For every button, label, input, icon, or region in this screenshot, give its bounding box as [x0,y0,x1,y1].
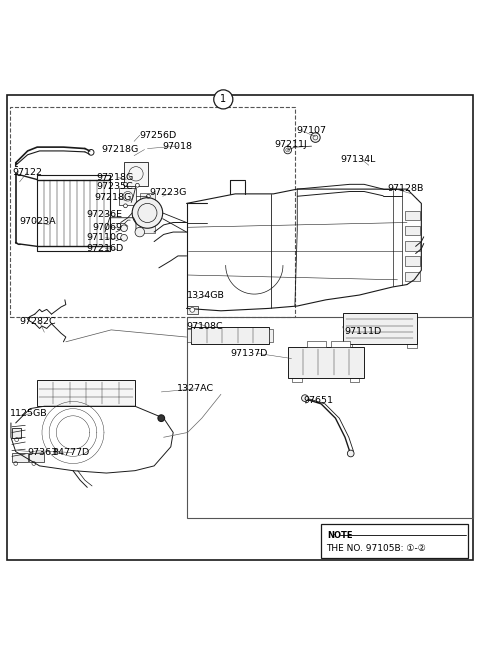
Text: 97122: 97122 [12,168,42,177]
Bar [407,345,417,348]
Bar [331,341,350,346]
Bar [192,327,269,345]
Bar [288,346,364,378]
Text: 97236E: 97236E [86,210,122,219]
Bar [343,313,417,345]
Bar [307,341,326,346]
Text: 1334GB: 1334GB [187,291,225,299]
Text: 97223G: 97223G [149,189,187,197]
Text: 97069: 97069 [92,223,122,232]
Text: 97110C: 97110C [86,233,123,242]
Circle shape [132,198,163,228]
Text: 97134L: 97134L [340,155,375,164]
Circle shape [120,225,127,232]
Text: 97218G: 97218G [95,193,132,202]
Bar [187,317,473,518]
Text: THE NO. 97105B: ①-②: THE NO. 97105B: ①-② [326,544,426,553]
Bar [119,188,136,205]
Bar [140,193,155,200]
Bar [292,378,302,383]
Text: 97216D: 97216D [86,244,123,253]
Text: 84777D: 84777D [52,448,89,457]
Text: 97107: 97107 [296,126,326,136]
Bar [187,329,192,342]
Bar [37,380,135,406]
Text: 97128B: 97128B [387,183,423,193]
Text: 97111D: 97111D [344,327,381,336]
Bar [405,256,420,266]
Bar [12,428,22,438]
Text: 1125GB: 1125GB [10,409,48,418]
Text: 97363: 97363 [27,448,58,457]
Bar [405,272,420,281]
Circle shape [135,227,144,237]
Text: NOTE: NOTE [327,531,352,540]
Bar [405,210,420,220]
Text: 97282C: 97282C [20,317,56,326]
Text: 97108C: 97108C [187,322,223,331]
Text: 97651: 97651 [303,396,333,405]
Text: 97211J: 97211J [275,140,307,149]
Text: 97018: 97018 [163,141,192,151]
Text: 97218G: 97218G [102,145,139,154]
Circle shape [123,183,127,186]
Circle shape [301,395,308,402]
Bar [124,162,148,186]
Text: 97256D: 97256D [140,131,177,140]
Bar [350,378,360,383]
Bar [12,453,28,462]
Bar [187,306,198,314]
Text: 1327AC: 1327AC [177,384,214,393]
Circle shape [284,146,291,154]
Circle shape [135,183,139,187]
Circle shape [190,307,195,312]
Bar [140,227,155,233]
Circle shape [158,415,165,422]
Bar [405,226,420,235]
Text: 97137D: 97137D [230,348,268,358]
Bar [29,453,44,462]
Circle shape [214,90,233,109]
Bar [10,107,295,317]
Circle shape [120,234,127,241]
Bar [269,329,274,342]
Text: 1: 1 [220,94,227,104]
Circle shape [348,450,354,457]
Bar [405,241,420,251]
Bar [343,345,352,348]
Text: 97218G: 97218G [97,173,134,182]
Circle shape [123,204,127,208]
Text: 97023A: 97023A [20,217,56,226]
Text: 97235C: 97235C [97,181,133,191]
Circle shape [311,133,320,142]
Bar [321,524,468,559]
